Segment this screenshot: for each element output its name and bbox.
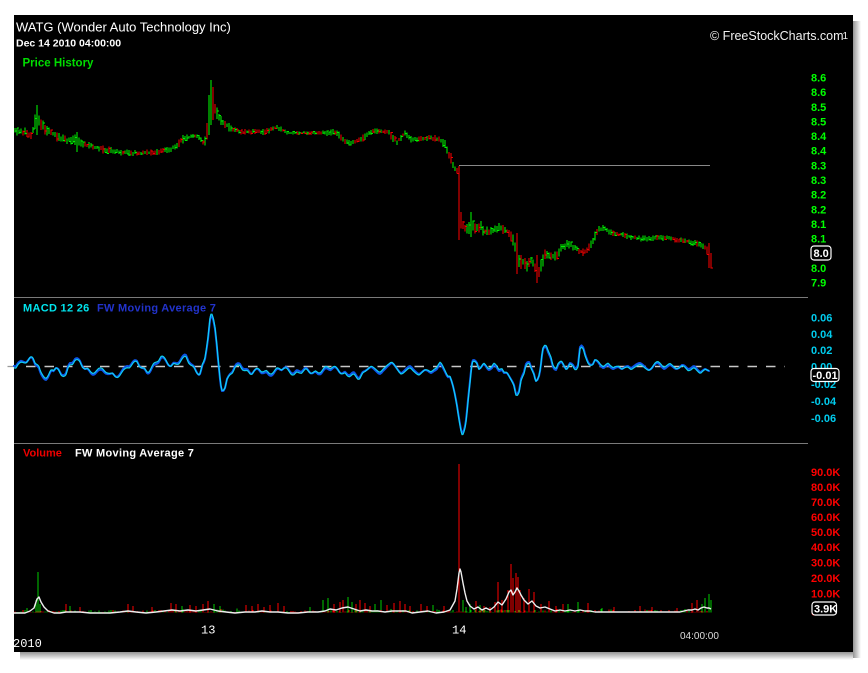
svg-text:8.5: 8.5 [811, 116, 826, 128]
svg-text:20.0K: 20.0K [811, 573, 840, 585]
svg-text:FW Moving Average 7: FW Moving Average 7 [97, 303, 216, 315]
svg-text:WATG (Wonder Auto Technology I: WATG (Wonder Auto Technology Inc) [16, 20, 231, 35]
svg-text:0.06: 0.06 [811, 312, 832, 324]
svg-text:50.0K: 50.0K [811, 527, 840, 539]
svg-text:-0.04: -0.04 [811, 396, 837, 408]
svg-text:3.9K: 3.9K [814, 604, 837, 616]
svg-text:8.2: 8.2 [811, 190, 826, 202]
svg-text:10.0K: 10.0K [811, 589, 840, 601]
svg-text:8.6: 8.6 [811, 87, 826, 99]
svg-text:13: 13 [201, 624, 215, 638]
svg-text:8.1: 8.1 [811, 219, 826, 231]
svg-text:14: 14 [452, 624, 466, 638]
svg-text:60.0K: 60.0K [811, 512, 840, 524]
svg-text:8.0: 8.0 [811, 263, 826, 275]
svg-text:30.0K: 30.0K [811, 558, 840, 570]
svg-text:8.1: 8.1 [811, 234, 826, 246]
svg-text:40.0K: 40.0K [811, 542, 840, 554]
svg-text:7.9: 7.9 [811, 278, 826, 290]
svg-text:8.6: 8.6 [811, 73, 826, 85]
svg-text:© FreeStockCharts.com: © FreeStockCharts.com [710, 29, 844, 43]
svg-text:90.0K: 90.0K [811, 467, 840, 479]
svg-text:Volume: Volume [23, 448, 62, 460]
svg-text:Dec 14 2010 04:00:00: Dec 14 2010 04:00:00 [16, 38, 121, 50]
svg-text:2010: 2010 [13, 637, 42, 651]
svg-text:80.0K: 80.0K [811, 482, 840, 494]
svg-text:8.2: 8.2 [811, 204, 826, 216]
svg-text:8.4: 8.4 [811, 131, 827, 143]
svg-text:8.4: 8.4 [811, 146, 827, 158]
svg-text:FW Moving Average 7: FW Moving Average 7 [75, 448, 194, 460]
svg-text:04:00:00: 04:00:00 [680, 631, 719, 642]
svg-text:8.5: 8.5 [811, 102, 826, 114]
svg-text:0.02: 0.02 [811, 345, 832, 357]
svg-text:Price History: Price History [23, 58, 95, 70]
svg-text:0.04: 0.04 [811, 329, 833, 341]
svg-text:-0.06: -0.06 [811, 413, 836, 425]
svg-text:-0.01: -0.01 [813, 370, 838, 382]
svg-text:8.3: 8.3 [811, 160, 826, 172]
svg-text:MACD 12 26: MACD 12 26 [23, 303, 90, 315]
svg-text:8.0: 8.0 [814, 248, 829, 260]
svg-text:1: 1 [843, 31, 849, 42]
svg-text:70.0K: 70.0K [811, 497, 840, 509]
svg-text:8.3: 8.3 [811, 175, 826, 187]
